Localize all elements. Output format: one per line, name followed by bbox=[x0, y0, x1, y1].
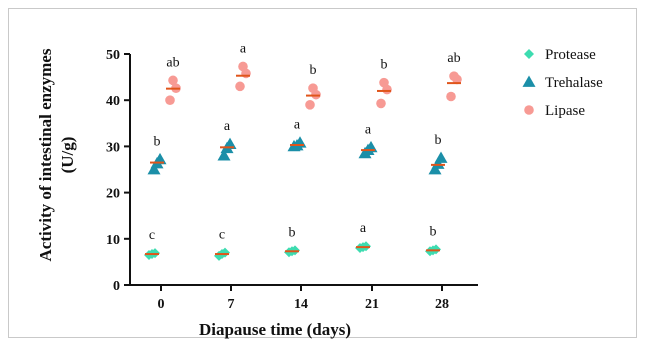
x-tick-label: 0 bbox=[158, 297, 165, 312]
lipase-significance-letter: ab bbox=[447, 51, 460, 66]
protease-legend-marker bbox=[524, 49, 534, 59]
lipase-point bbox=[446, 91, 456, 102]
figure-frame: 0 10 20 30 40 50 0 7 14 21 28 c c b a b b a a a b ab a b b ab Pr… bbox=[8, 8, 637, 339]
trehalase-point bbox=[217, 149, 231, 161]
data-marks bbox=[144, 61, 462, 261]
y-axis-title: Activity of intestinal enzymes bbox=[36, 48, 55, 261]
y-tick-label: 50 bbox=[106, 48, 120, 63]
protease-significance-letter: a bbox=[360, 221, 367, 236]
trehalase-significance-letter: a bbox=[294, 118, 301, 133]
lipase-point bbox=[376, 98, 386, 109]
lipase-point bbox=[238, 61, 248, 72]
y-tick-label: 30 bbox=[106, 140, 120, 155]
trehalase-significance-letter: b bbox=[154, 134, 161, 149]
legend-label: Protease bbox=[545, 47, 596, 63]
lipase-point bbox=[305, 100, 315, 110]
lipase-significance-letter: b bbox=[381, 58, 388, 73]
legend: Protease Trehalase Lipase bbox=[522, 47, 603, 119]
lipase-point bbox=[168, 75, 178, 86]
lipase-significance-letter: a bbox=[240, 41, 247, 56]
x-tick-label: 21 bbox=[365, 297, 379, 312]
x-tick-label: 14 bbox=[294, 297, 308, 312]
trehalase-significance-letter: a bbox=[365, 122, 372, 137]
y-tick-label: 0 bbox=[113, 279, 120, 294]
protease-significance-letter: b bbox=[430, 224, 437, 239]
lipase-significance-letter: b bbox=[310, 63, 317, 78]
lipase-point bbox=[449, 71, 459, 81]
lipase-legend-marker bbox=[524, 105, 534, 115]
y-tick-label: 40 bbox=[106, 94, 120, 109]
protease-significance-letter: c bbox=[219, 228, 225, 243]
trehalase-significance-letter: a bbox=[224, 119, 231, 134]
trehalase-point bbox=[431, 157, 445, 169]
lipase-point bbox=[308, 83, 318, 93]
x-tick-label: 7 bbox=[228, 297, 235, 312]
trehalase-legend-marker bbox=[522, 75, 536, 87]
legend-label: Trehalase bbox=[545, 75, 603, 91]
y-tick-label: 20 bbox=[106, 187, 120, 202]
lipase-point bbox=[379, 77, 389, 88]
protease-significance-letter: b bbox=[289, 225, 296, 240]
protease-significance-letter: c bbox=[149, 228, 155, 243]
axes: 0 10 20 30 40 50 0 7 14 21 28 bbox=[106, 48, 478, 312]
y-axis-unit: (U/g) bbox=[58, 137, 77, 174]
lipase-point bbox=[235, 81, 245, 92]
trehalase-point bbox=[147, 163, 161, 175]
y-tick-label: 10 bbox=[106, 233, 120, 248]
trehalase-significance-letter: b bbox=[435, 133, 442, 148]
x-tick-label: 28 bbox=[435, 297, 449, 312]
x-axis-title: Diapause time (days) bbox=[199, 320, 351, 339]
lipase-point bbox=[165, 95, 175, 105]
legend-label: Lipase bbox=[545, 103, 585, 119]
lipase-significance-letter: ab bbox=[166, 55, 179, 70]
